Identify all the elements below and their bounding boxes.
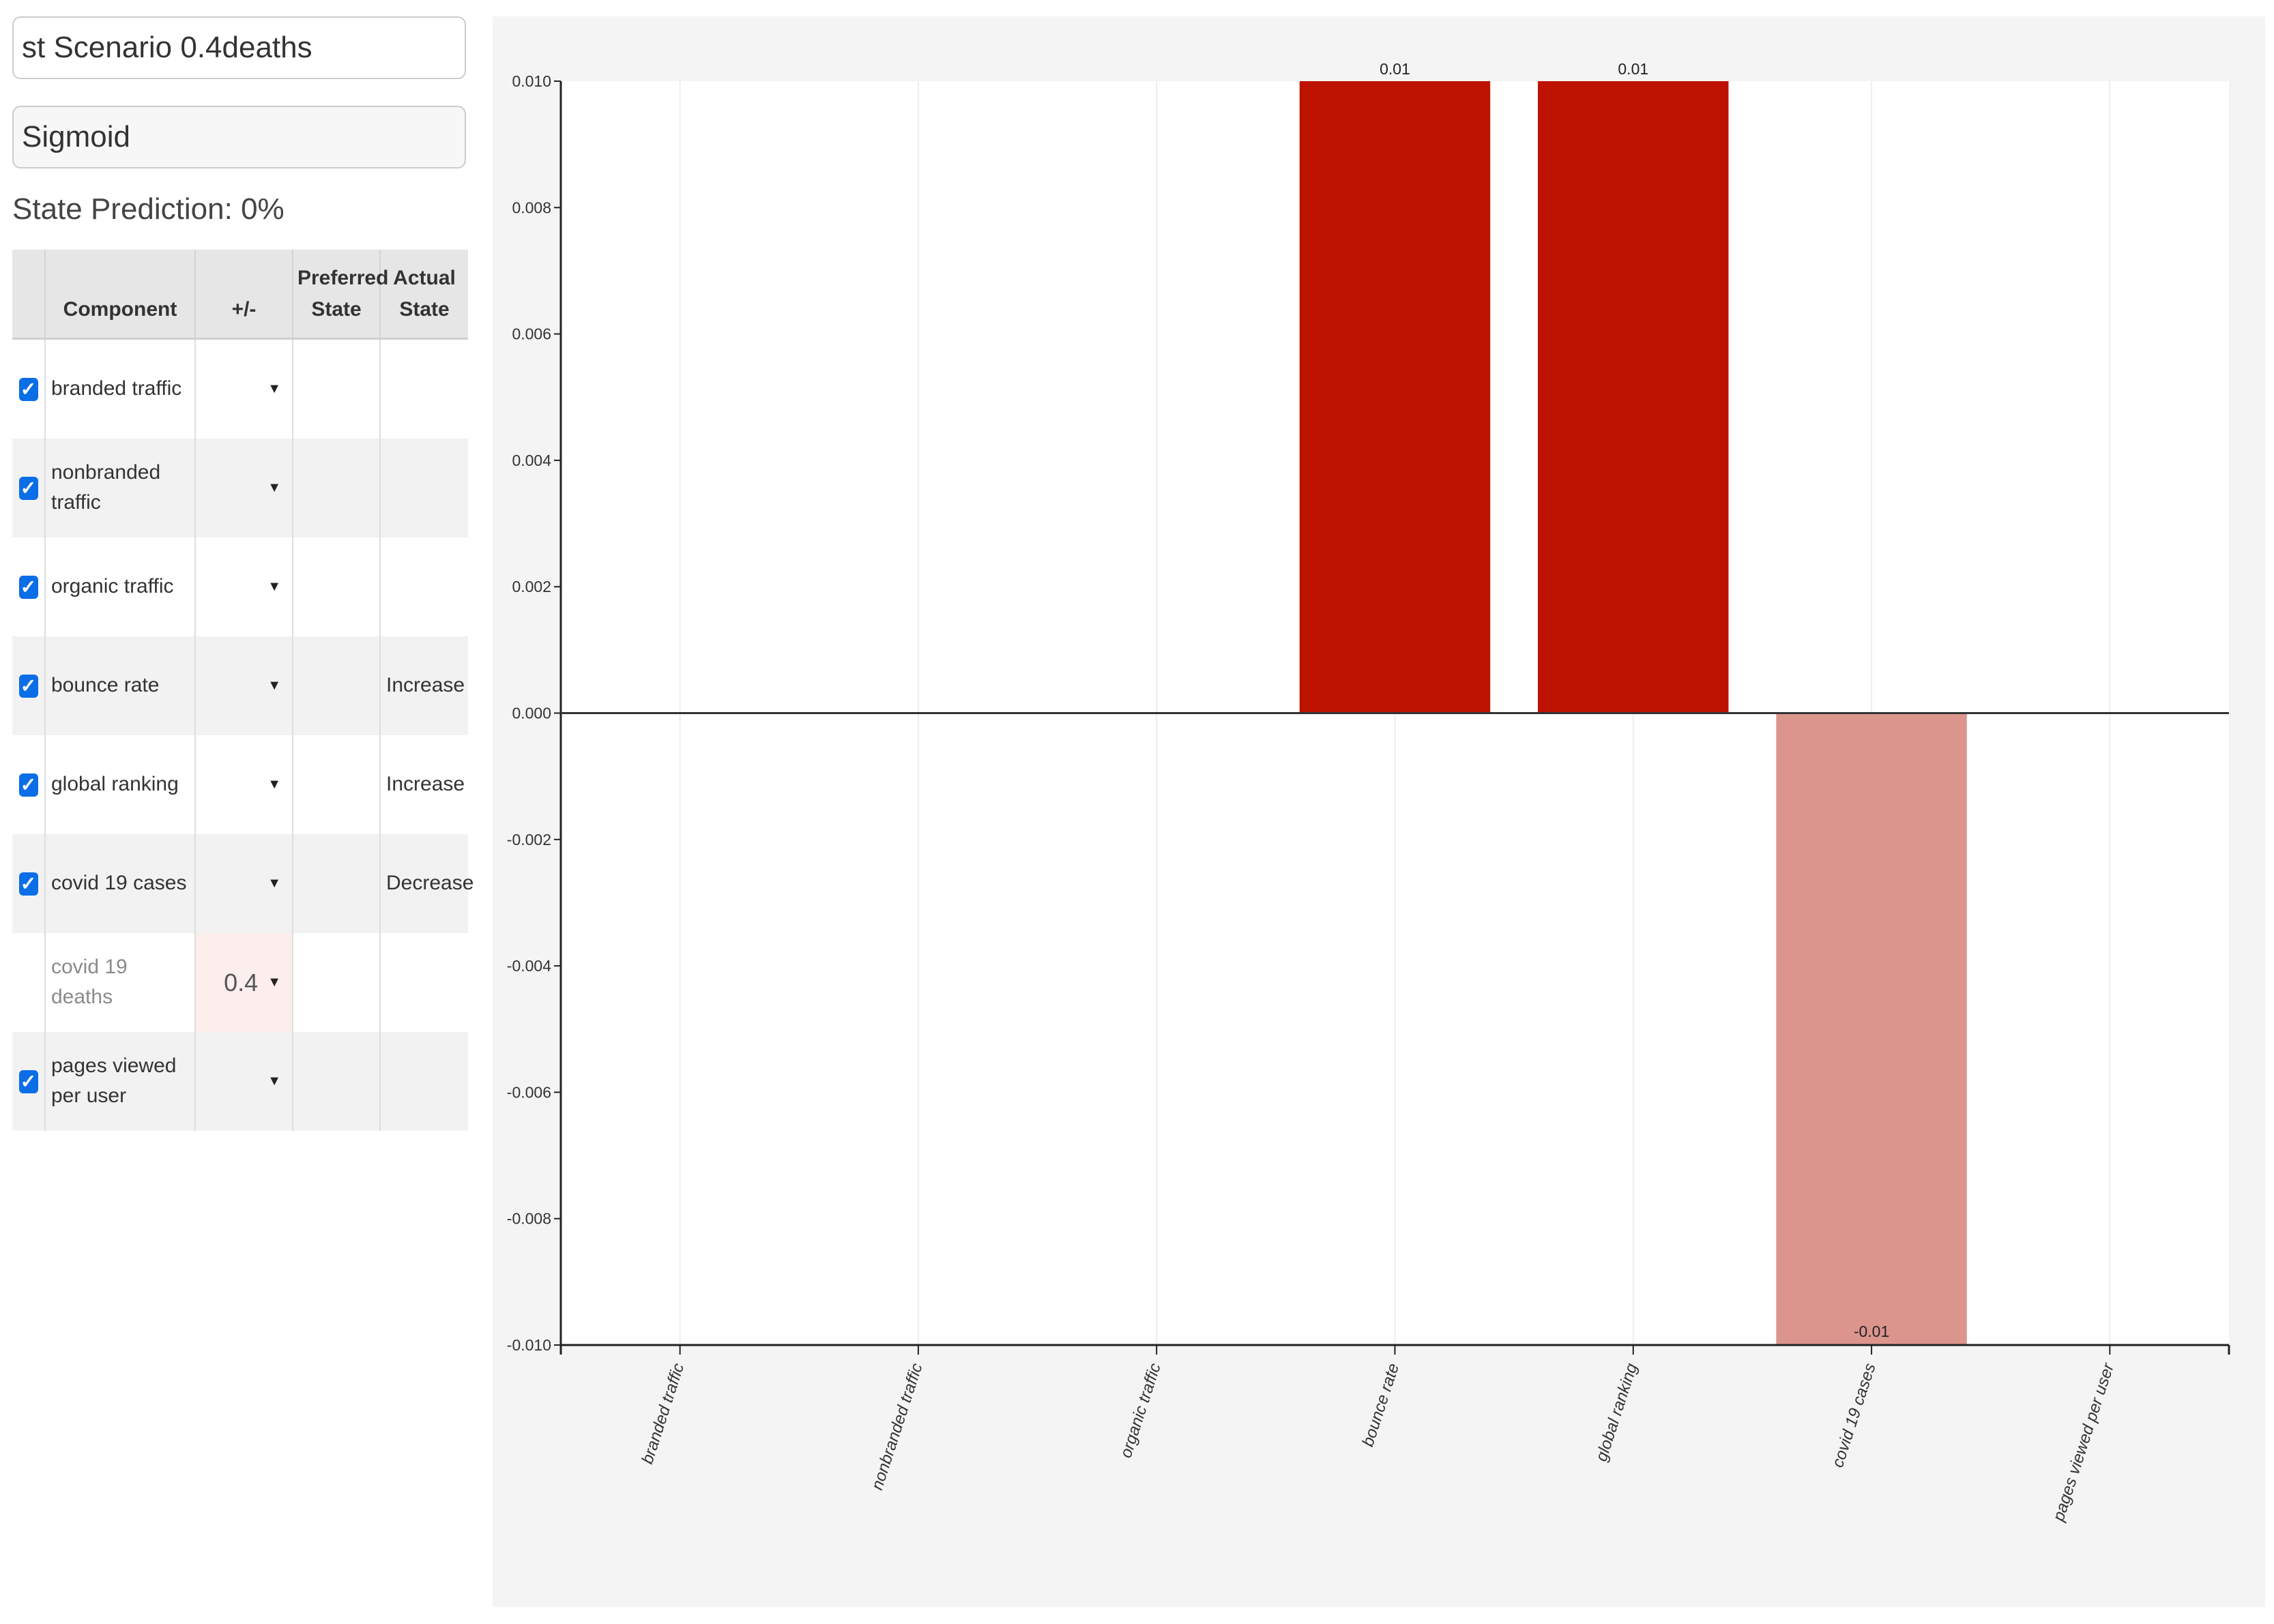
caret-down-icon: ▼ <box>267 876 281 891</box>
y-tick-label: -0.004 <box>507 957 551 975</box>
method-select[interactable]: Sigmoid <box>12 106 466 168</box>
caret-down-icon: ▼ <box>267 777 281 793</box>
table-row: ✓ pages viewed per user ▼ <box>12 1031 468 1131</box>
table-row: ✓ global ranking ▼ Increase <box>12 735 468 834</box>
empty-checkbox-cell <box>12 932 46 1032</box>
checkbox-header <box>12 250 46 340</box>
y-tick-label: 0.008 <box>512 198 551 216</box>
caret-down-icon: ▼ <box>267 579 281 595</box>
component-table: Component +/- Preferred State Actual Sta… <box>12 250 473 1131</box>
state-prediction-label: State Prediction: 0% <box>12 192 285 226</box>
include-checkbox[interactable]: ✓ <box>18 477 38 501</box>
include-checkbox[interactable]: ✓ <box>18 773 38 797</box>
caret-down-icon: ▼ <box>267 480 281 496</box>
actual-state-cell <box>380 932 468 1032</box>
adjust-dropdown[interactable]: ▼ <box>195 438 293 537</box>
bar-data-label: -0.01 <box>1854 1323 1889 1340</box>
preferred-state-cell <box>293 735 381 834</box>
adjust-value: 0.4 <box>224 968 259 996</box>
x-tick-label: covid 19 cases <box>1828 1361 1880 1470</box>
bar-chart: 0.010 0.008 0.006 0.004 0.002 0.000 -0.002 -0.0… <box>507 60 2230 1524</box>
component-name: bounce rate <box>45 636 196 735</box>
table-row: ✓ branded traffic ▼ <box>12 338 468 439</box>
table-row: ✓ covid 19 cases ▼ Decrease <box>12 833 473 933</box>
table-row: covid 19 deaths 0.4 ▼ <box>12 932 468 1032</box>
table-row: ✓ bounce rate ▼ Increase <box>12 636 468 735</box>
preferred-state-cell <box>293 636 381 735</box>
y-tick-label: -0.008 <box>507 1210 551 1228</box>
adjust-dropdown[interactable]: ▼ <box>195 537 293 636</box>
caret-down-icon: ▼ <box>267 381 281 397</box>
preferred-state-cell <box>293 338 381 439</box>
adjust-dropdown[interactable]: 0.4 ▼ <box>195 932 293 1032</box>
x-tick-label: bounce rate <box>1358 1361 1403 1449</box>
x-tick-label: nonbranded traffic <box>868 1361 926 1492</box>
scenario-panel: Sigmoid State Prediction: 0% Component +… <box>0 0 478 1624</box>
chart-panel: 0.010 0.008 0.006 0.004 0.002 0.000 -0.002 -0.0… <box>493 16 2265 1607</box>
preferred-state-header: Preferred State <box>293 250 388 340</box>
y-tick-label: 0.004 <box>512 452 551 469</box>
caret-down-icon: ▼ <box>267 975 281 990</box>
x-tick-label: organic traffic <box>1117 1361 1165 1460</box>
preferred-state-cell <box>293 932 381 1032</box>
component-name: organic traffic <box>45 537 196 636</box>
actual-state-cell: Increase <box>380 735 468 834</box>
adjust-dropdown[interactable]: ▼ <box>195 735 293 834</box>
y-tick-label: 0.006 <box>512 325 551 343</box>
adjust-dropdown[interactable]: ▼ <box>195 1031 293 1131</box>
actual-state-cell: Increase <box>380 636 468 735</box>
actual-state-cell <box>380 438 468 537</box>
preferred-state-cell <box>293 438 381 537</box>
x-tick-label: global ranking <box>1592 1361 1642 1464</box>
component-name: branded traffic <box>45 338 196 439</box>
caret-down-icon: ▼ <box>267 1074 281 1089</box>
y-tick-label: 0.002 <box>512 578 551 595</box>
actual-state-cell <box>380 338 468 439</box>
adjust-dropdown[interactable]: ▼ <box>195 833 293 933</box>
component-name: pages viewed per user <box>45 1031 196 1131</box>
bar <box>1776 713 1967 1345</box>
bar <box>1299 81 1491 713</box>
table-row: ✓ organic traffic ▼ <box>12 537 468 636</box>
component-name: covid 19 cases <box>45 833 196 933</box>
bar-data-label: 0.01 <box>1618 60 1648 78</box>
x-tick-label: branded traffic <box>638 1361 688 1466</box>
preferred-state-cell <box>293 833 381 933</box>
include-checkbox[interactable]: ✓ <box>18 675 38 698</box>
adjust-dropdown[interactable]: ▼ <box>195 636 293 735</box>
x-tick-label: pages viewed per user <box>2049 1361 2118 1524</box>
actual-state-header: Actual State <box>380 250 468 340</box>
include-checkbox[interactable]: ✓ <box>18 576 38 600</box>
bar-data-label: 0.01 <box>1380 60 1410 78</box>
y-tick-label: -0.010 <box>507 1336 551 1354</box>
caret-down-icon: ▼ <box>267 678 281 694</box>
adjust-dropdown[interactable]: ▼ <box>195 338 293 439</box>
component-name: covid 19 deaths <box>45 932 196 1032</box>
table-row: ✓ nonbranded traffic ▼ <box>12 438 468 537</box>
y-tick-label: -0.002 <box>507 831 551 848</box>
preferred-state-cell <box>293 1031 381 1131</box>
include-checkbox[interactable]: ✓ <box>18 1070 38 1094</box>
actual-state-cell <box>380 1031 468 1131</box>
scenario-name-input[interactable] <box>12 16 466 79</box>
y-tick-label: -0.006 <box>507 1083 551 1101</box>
component-header: Component <box>45 250 196 340</box>
component-name: global ranking <box>45 735 196 834</box>
include-checkbox[interactable]: ✓ <box>18 872 38 896</box>
bar <box>1538 81 1729 713</box>
actual-state-cell <box>380 537 468 636</box>
y-tick-label: 0.010 <box>512 72 551 90</box>
actual-state-cell: Decrease <box>380 833 473 933</box>
include-checkbox[interactable]: ✓ <box>18 378 38 402</box>
preferred-state-cell <box>293 537 381 636</box>
adjust-header: +/- <box>195 250 293 340</box>
y-tick-label: 0.000 <box>512 705 551 722</box>
component-name: nonbranded traffic <box>45 438 196 537</box>
